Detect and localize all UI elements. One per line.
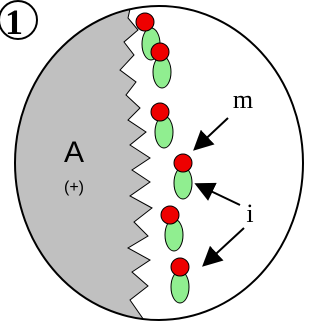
annotation-i: i bbox=[246, 199, 253, 228]
annotation-m: m bbox=[233, 85, 253, 114]
region-charge: (+) bbox=[64, 179, 84, 196]
arrow bbox=[196, 118, 228, 148]
panel-number: 1 bbox=[5, 2, 23, 42]
diagram: 1 A (+) m i bbox=[0, 0, 305, 323]
arrow bbox=[198, 185, 240, 205]
region-label: A bbox=[64, 136, 84, 169]
arrow bbox=[205, 228, 244, 264]
